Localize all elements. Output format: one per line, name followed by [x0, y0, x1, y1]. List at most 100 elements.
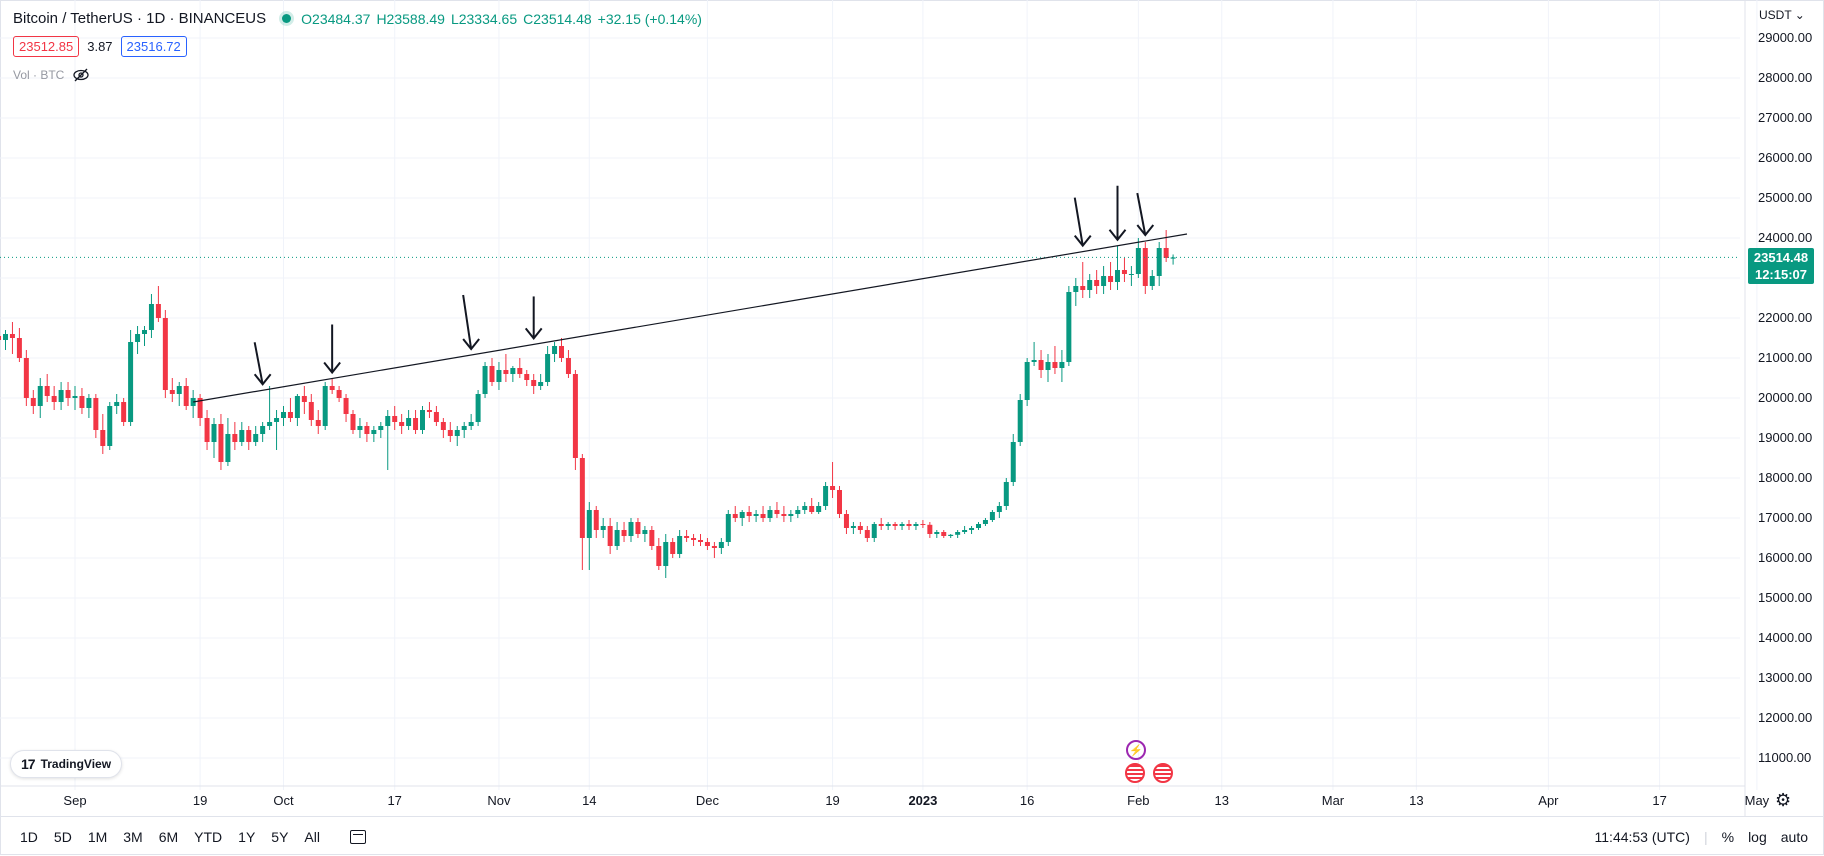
candle-body — [281, 412, 286, 418]
candle-body — [941, 532, 947, 536]
candle-body — [1003, 482, 1009, 506]
candle-body — [538, 382, 544, 386]
touch-arrow — [323, 324, 341, 375]
candle-body — [948, 534, 954, 536]
candle-body — [343, 398, 349, 414]
candle-body — [989, 512, 995, 520]
last-price-tag: 23514.48 12:15:07 — [1748, 248, 1814, 284]
tradingview-logo-text: TradingView — [40, 757, 112, 771]
range-button-1m[interactable]: 1M — [87, 828, 108, 845]
price-tick-label: 24000.00 — [1758, 230, 1812, 245]
candle-body — [510, 368, 516, 374]
divider: | — [1703, 828, 1708, 845]
candle-body — [30, 398, 36, 406]
candle-body — [955, 532, 961, 535]
candle-body — [420, 410, 425, 430]
candle-body — [579, 458, 585, 538]
price-tick-label: 26000.00 — [1758, 150, 1812, 165]
percent-scale-toggle[interactable]: % — [1721, 828, 1735, 845]
time-tick-label: Nov — [487, 793, 511, 808]
candle-body — [426, 410, 432, 412]
candle-body — [274, 418, 280, 422]
candle-body — [1142, 248, 1148, 286]
candle-body — [3, 334, 8, 340]
volume-legend[interactable]: Vol · BTC — [13, 68, 90, 82]
range-button-1d[interactable]: 1D — [20, 828, 38, 845]
time-tick-label: 14 — [582, 793, 596, 808]
range-button-ytd[interactable]: YTD — [194, 828, 223, 845]
buy-price-button[interactable]: 23516.72 — [120, 36, 187, 57]
candle-body — [253, 434, 259, 442]
candle-body — [399, 422, 405, 426]
tradingview-logo[interactable]: 17 TradingView — [10, 750, 123, 778]
candle-body — [294, 396, 300, 418]
calendar-range-icon[interactable] — [349, 829, 366, 844]
range-button-5y[interactable]: 5Y — [271, 828, 289, 845]
candle-body — [413, 418, 419, 430]
candle-body — [378, 426, 384, 430]
currency-selector[interactable]: USDT ⌄ — [1759, 8, 1805, 22]
utc-clock[interactable]: 11:44:53 (UTC) — [1594, 828, 1690, 845]
candle-body — [406, 418, 412, 426]
candle-body — [996, 506, 1002, 512]
candle-body — [86, 398, 92, 408]
time-tick-label: Feb — [1127, 793, 1149, 808]
us-flag-event-icon[interactable] — [1125, 763, 1145, 783]
range-button-5d[interactable]: 5D — [53, 828, 72, 845]
candle-body — [621, 530, 627, 536]
auto-scale-toggle[interactable]: auto — [1780, 828, 1808, 845]
price-tick-label: 29000.00 — [1758, 30, 1812, 45]
candle-body — [850, 526, 856, 528]
last-price-value: 23514.48 — [1753, 250, 1809, 265]
drawings — [0, 185, 1740, 403]
candle-body — [739, 512, 745, 518]
tradingview-logo-icon: 17 — [21, 756, 36, 772]
price-tick-label: 15000.00 — [1758, 590, 1812, 605]
candle-body — [447, 430, 453, 436]
gear-icon[interactable]: ⚙ — [1775, 790, 1792, 810]
symbol-legend: Bitcoin / TetherUS · 1D · BINANCEUS O234… — [13, 10, 702, 27]
price-axis[interactable]: 11000.00 12000.00 13000.00 14000.00 15000.00… — [1744, 0, 1812, 816]
touch-arrow — [1136, 192, 1155, 237]
candle-body — [962, 530, 968, 532]
time-tick-label: May — [1745, 793, 1770, 808]
bottom-toolbar: 1D 5D 1M 3M 6M YTD 1Y 5Y All 11:44:53 (U… — [0, 816, 1824, 856]
log-scale-toggle[interactable]: log — [1748, 828, 1767, 845]
lightning-event-icon[interactable]: ⚡ — [1126, 740, 1146, 760]
range-button-3m[interactable]: 3M — [123, 828, 143, 845]
candle-body — [809, 506, 815, 512]
close-value: C23514.48 — [523, 10, 592, 27]
time-tick-label: Oct — [273, 793, 294, 808]
candle-body — [1170, 257, 1176, 259]
sell-price-button[interactable]: 23512.85 — [13, 36, 80, 57]
price-tick-label: 16000.00 — [1758, 550, 1812, 565]
candle-body — [44, 386, 50, 396]
candle-body — [1038, 360, 1044, 370]
trend-line — [193, 233, 1188, 403]
candle-body — [531, 380, 537, 386]
candle-body — [1010, 442, 1016, 482]
candle-body — [607, 526, 613, 546]
candle-body — [1108, 276, 1114, 282]
candle-body — [155, 304, 161, 318]
candle-body — [162, 318, 168, 390]
candle-body — [982, 520, 988, 524]
candle-body — [37, 386, 43, 406]
price-tick-label: 28000.00 — [1758, 70, 1812, 85]
open-value: O23484.37 — [301, 10, 371, 27]
symbol-title[interactable]: Bitcoin / TetherUS · 1D · BINANCEUS — [13, 10, 267, 27]
range-button-6m[interactable]: 6M — [158, 828, 179, 845]
eye-hidden-icon[interactable] — [72, 68, 90, 82]
candle-body — [1017, 400, 1023, 442]
candle-body — [524, 374, 530, 380]
range-button-all[interactable]: All — [304, 828, 320, 845]
candle-body — [517, 368, 523, 374]
time-axis[interactable]: Sep 19 Oct 17 Nov 14 Dec 19 2023 16 Feb 13 Mar 13 Apr 1… — [0, 785, 1770, 808]
us-flag-event-icon[interactable] — [1153, 763, 1173, 783]
candle-body — [23, 358, 29, 398]
candle-body — [1059, 362, 1065, 368]
spread-value: 3.87 — [87, 39, 113, 54]
candle-body — [496, 370, 502, 382]
range-button-1y[interactable]: 1Y — [238, 828, 256, 845]
